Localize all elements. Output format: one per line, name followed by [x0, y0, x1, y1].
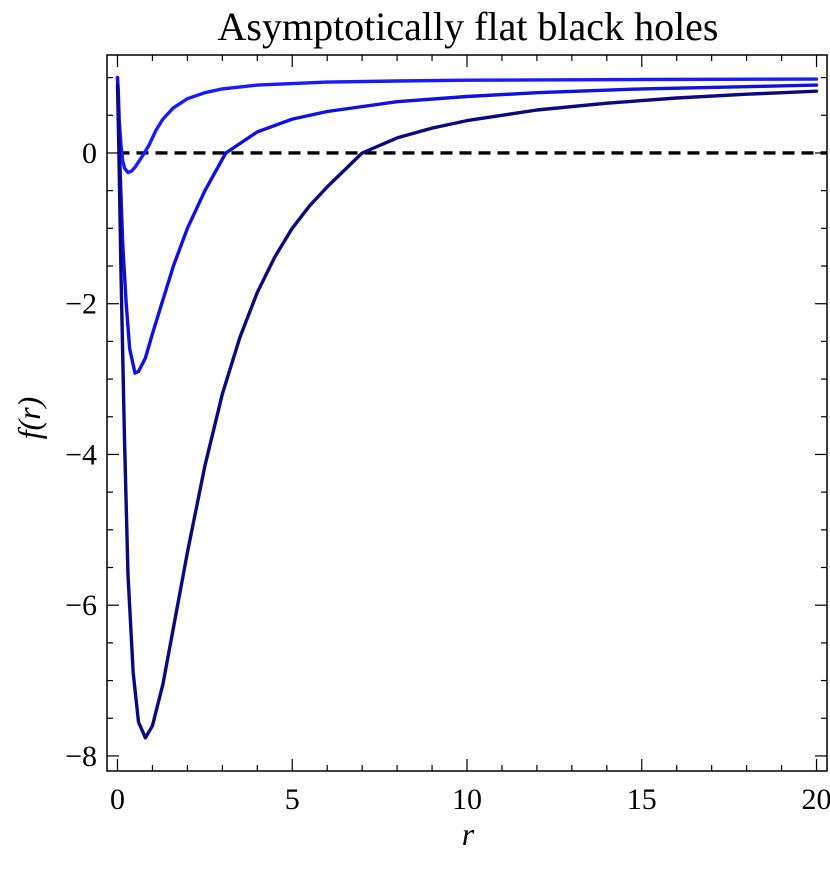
axis-ticks: 0 5 10 15 20 0 −2 −4 −6 −8 [65, 55, 830, 816]
series-line-3 [115, 83, 819, 740]
x-axis-label: r [462, 816, 475, 852]
x-tick-label: 0 [110, 783, 125, 816]
y-axis-label: f(r) [11, 397, 47, 440]
chart-title: Asymptotically flat black holes [218, 4, 719, 49]
y-tick-label: −6 [65, 589, 97, 622]
series-layer [115, 75, 819, 740]
y-tick-label: 0 [82, 137, 97, 170]
series-line-1 [115, 75, 819, 175]
plot-frame [106, 54, 828, 772]
y-tick-label: −4 [65, 438, 97, 471]
x-tick-label: 20 [802, 783, 830, 816]
y-tick-label: −8 [65, 740, 97, 773]
series-line-2 [115, 75, 819, 375]
x-tick-label: 5 [285, 783, 300, 816]
x-tick-label: 15 [627, 783, 657, 816]
x-tick-label: 10 [452, 783, 482, 816]
y-tick-label: −2 [65, 288, 97, 321]
